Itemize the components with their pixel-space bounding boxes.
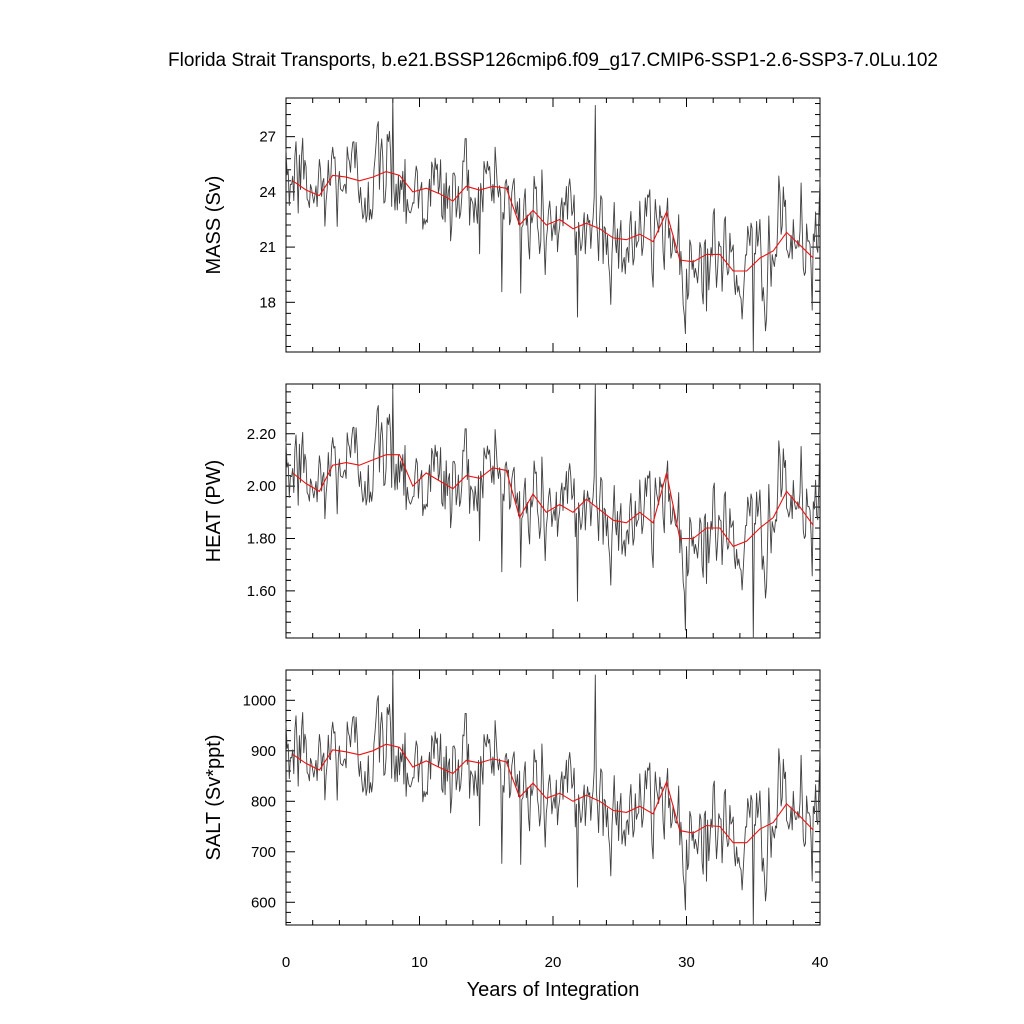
- y-tick-label: 2.00: [247, 478, 276, 495]
- plot-frame: [285, 669, 821, 926]
- y-tick-label: 800: [251, 793, 276, 810]
- panel-1: 18 21 24 27 MASS (Sv): [203, 97, 821, 353]
- y-tick-label: 27: [259, 129, 276, 146]
- x-tick-label: 40: [812, 954, 829, 971]
- monthly-series-line: [285, 383, 821, 639]
- annual-mean-line: [292, 743, 814, 844]
- annual-mean-line: [292, 171, 814, 272]
- y-tick-label: 1.60: [247, 583, 276, 600]
- annual-mean-line: [292, 454, 814, 548]
- y-axis-label: HEAT (PW): [203, 460, 225, 563]
- y-axis-label: MASS (Sv): [203, 176, 225, 275]
- y-tick-label: 1000: [243, 692, 276, 709]
- x-axis-label: Years of Integration: [467, 979, 640, 1001]
- chart-title: Florida Strait Transports, b.e21.BSSP126…: [168, 50, 938, 71]
- y-tick-label: 2.20: [247, 426, 276, 443]
- x-tick-label: 20: [545, 954, 562, 971]
- y-tick-label: 18: [259, 294, 276, 311]
- y-tick-label: 600: [251, 894, 276, 911]
- y-tick-label: 900: [251, 743, 276, 760]
- y-axis-label: SALT (Sv*ppt): [203, 735, 225, 861]
- plot-frame: [285, 97, 821, 353]
- y-tick-label: 24: [259, 184, 276, 201]
- x-tick-label: 30: [678, 954, 695, 971]
- panel-2: 1.60 1.80 2.00 2.20 HEAT (PW): [203, 383, 821, 639]
- x-tick-label: 0: [282, 954, 290, 971]
- plot-frame: [285, 383, 821, 639]
- panel-3: 600 700 800 900 1000 SALT (Sv*ppt) 0 10 20 30 40: [203, 669, 829, 971]
- y-tick-label: 700: [251, 844, 276, 861]
- monthly-series-line: [285, 669, 821, 926]
- y-tick-label: 1.80: [247, 530, 276, 547]
- x-tick-label: 10: [411, 954, 428, 971]
- panels: 18 21 24 27 MASS (Sv) 1.60 1.80 2.00 2.20 HEAT (P…: [203, 97, 829, 971]
- y-tick-label: 21: [259, 239, 276, 256]
- monthly-series-line: [285, 97, 821, 353]
